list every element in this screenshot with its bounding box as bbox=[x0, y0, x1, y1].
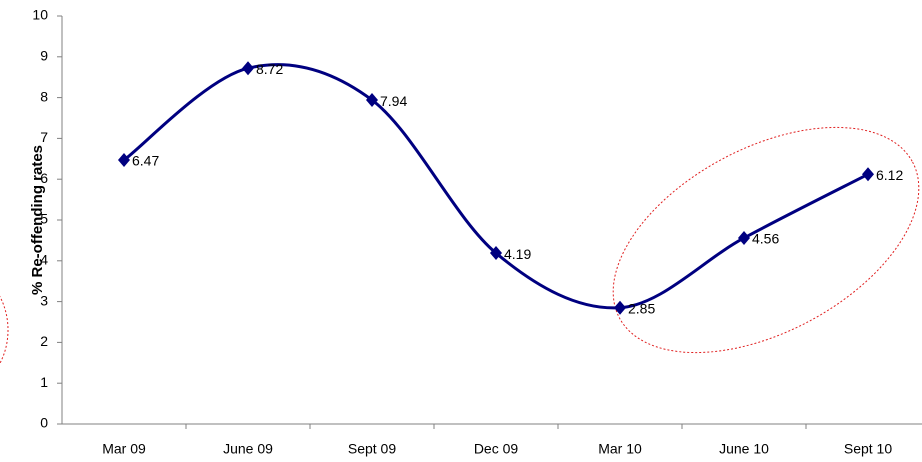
x-tick-label: Sept 09 bbox=[348, 441, 396, 457]
y-tick-label: 1 bbox=[40, 374, 48, 390]
y-axis-label: % Re-offending rates bbox=[29, 145, 46, 295]
y-tick-label: 5 bbox=[40, 211, 48, 227]
x-tick-label: Mar 09 bbox=[102, 441, 146, 457]
y-tick-label: 8 bbox=[40, 88, 48, 104]
x-tick-label: June 10 bbox=[719, 441, 769, 457]
x-tick-label: Mar 10 bbox=[598, 441, 642, 457]
x-tick-label: Dec 09 bbox=[474, 441, 519, 457]
data-label: 6.12 bbox=[876, 167, 903, 183]
marker bbox=[242, 61, 254, 76]
y-tick-label: 10 bbox=[32, 7, 48, 23]
y-tick-label: 9 bbox=[40, 48, 48, 64]
marker bbox=[490, 246, 502, 261]
marker bbox=[118, 153, 130, 168]
y-tick-label: 6 bbox=[40, 170, 48, 186]
y-tick-label: 4 bbox=[40, 252, 48, 268]
data-label: 8.72 bbox=[256, 61, 283, 77]
marker bbox=[738, 230, 750, 245]
data-label: 4.19 bbox=[504, 246, 531, 262]
marker bbox=[614, 300, 626, 315]
y-tick-label: 7 bbox=[40, 129, 48, 145]
marker bbox=[862, 167, 874, 182]
data-label: 2.85 bbox=[628, 300, 655, 316]
data-label: 7.94 bbox=[380, 93, 407, 109]
highlight-ellipse bbox=[0, 295, 9, 365]
x-tick-label: June 09 bbox=[223, 441, 273, 457]
data-label: 6.47 bbox=[132, 153, 159, 169]
data-label: 4.56 bbox=[752, 231, 779, 247]
y-tick-label: 3 bbox=[40, 292, 48, 308]
marker bbox=[366, 93, 378, 108]
x-tick-label: Sept 10 bbox=[844, 441, 892, 457]
y-tick-label: 2 bbox=[40, 333, 48, 349]
y-tick-label: 0 bbox=[40, 415, 48, 431]
